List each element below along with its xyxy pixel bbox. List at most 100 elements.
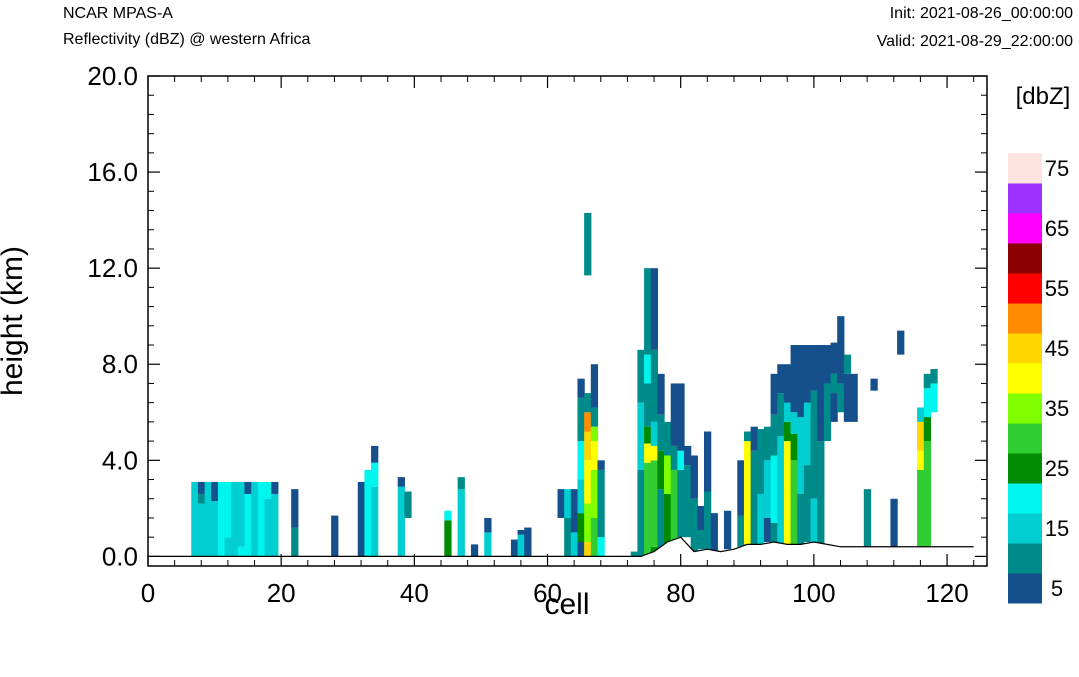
reflectivity-cell xyxy=(677,469,685,538)
reflectivity-cell xyxy=(923,417,932,442)
reflectivity-cell xyxy=(517,534,525,557)
reflectivity-cell xyxy=(244,481,252,494)
colorbar-label: 25 xyxy=(1045,456,1069,481)
reflectivity-cell xyxy=(251,481,259,557)
reflectivity-cell xyxy=(750,450,758,545)
reflectivity-cell xyxy=(590,426,599,442)
reflectivity-cell xyxy=(750,426,758,451)
reflectivity-cell xyxy=(404,491,412,518)
reflectivity-cell xyxy=(264,481,272,499)
colorbar-label: 35 xyxy=(1045,396,1069,421)
reflectivity-cell xyxy=(644,268,652,355)
reflectivity-cell xyxy=(697,505,705,530)
reflectivity-cell xyxy=(790,433,798,461)
reflectivity-cell xyxy=(650,445,658,461)
reflectivity-cell xyxy=(650,268,658,350)
reflectivity-cell xyxy=(757,493,765,545)
reflectivity-cell xyxy=(291,527,299,557)
reflectivity-cell xyxy=(670,445,678,470)
reflectivity-cell xyxy=(763,426,772,461)
colorbar-label: 65 xyxy=(1045,216,1069,241)
colorbar-swatch xyxy=(1008,483,1042,514)
reflectivity-cell xyxy=(197,493,206,504)
reflectivity-cell xyxy=(271,493,279,557)
y-axis-ticks: 0.0 4.0 8.0 12.0 16.0 20.0 xyxy=(87,61,987,571)
reflectivity-cell xyxy=(690,498,698,552)
colorbar-swatch xyxy=(1008,543,1042,574)
reflectivity-cell xyxy=(271,481,279,494)
reflectivity-cell xyxy=(557,489,565,518)
reflectivity-cell xyxy=(670,383,678,446)
reflectivity-cell xyxy=(371,486,379,557)
reflectivity-cell xyxy=(577,397,585,442)
reflectivity-cell xyxy=(837,383,845,413)
reflectivity-cell xyxy=(590,407,599,427)
reflectivity-cell xyxy=(737,460,745,516)
colorbar-swatch xyxy=(1008,213,1042,244)
reflectivity-cell xyxy=(371,445,379,463)
reflectivity-cell xyxy=(664,421,672,456)
reflectivity-cell xyxy=(657,489,665,557)
reflectivity-cell xyxy=(777,436,785,545)
reflectivity-cell xyxy=(743,431,752,442)
reflectivity-cell xyxy=(371,462,379,487)
reflectivity-cell xyxy=(923,441,932,547)
colorbar-swatch xyxy=(1008,423,1042,454)
reflectivity-cell xyxy=(783,402,792,422)
reflectivity-cell xyxy=(584,431,592,461)
reflectivity-cell xyxy=(331,515,339,557)
reflectivity-cell xyxy=(790,345,798,413)
reflectivity-cell xyxy=(684,465,692,538)
y-tick-label: 16.0 xyxy=(87,157,138,187)
reflectivity-cell xyxy=(657,373,665,415)
colorbar-swatch xyxy=(1008,303,1042,334)
reflectivity-cell xyxy=(737,515,745,547)
reflectivity-cell xyxy=(644,443,652,463)
reflectivity-cell xyxy=(630,551,639,557)
terrain-mask xyxy=(148,537,974,566)
x-tick-label: 60 xyxy=(533,578,562,608)
reflectivity-cell xyxy=(197,481,206,494)
reflectivity-cell xyxy=(590,441,599,470)
reflectivity-cell xyxy=(637,469,645,557)
reflectivity-cell xyxy=(817,441,825,545)
reflectivity-cell xyxy=(264,498,272,557)
reflectivity-cell xyxy=(897,330,905,355)
reflectivity-cell xyxy=(524,527,532,557)
reflectivity-cell xyxy=(770,455,778,523)
x-tick-label: 120 xyxy=(925,578,968,608)
reflectivity-cell xyxy=(397,477,405,487)
y-tick-label: 12.0 xyxy=(87,253,138,283)
reflectivity-cell xyxy=(803,402,812,466)
reflectivity-cell xyxy=(917,450,925,470)
reflectivity-cell xyxy=(797,417,805,494)
reflectivity-cell xyxy=(590,469,599,518)
colorbar-label: 15 xyxy=(1045,516,1069,541)
reflectivity-cell xyxy=(770,414,778,456)
reflectivity-cell xyxy=(770,373,778,415)
init-time: Init: 2021-08-26_00:00:00 xyxy=(890,5,1073,22)
reflectivity-cell xyxy=(930,369,938,384)
reflectivity-cell xyxy=(763,517,772,542)
reflectivity-cell xyxy=(677,383,685,451)
terrain-layer xyxy=(148,536,974,566)
reflectivity-cell xyxy=(810,345,818,391)
x-tick-label: 20 xyxy=(267,578,296,608)
reflectivity-cell xyxy=(830,373,838,394)
colorbar-swatch xyxy=(1008,363,1042,394)
reflectivity-cell xyxy=(690,455,698,499)
reflectivity-cell xyxy=(470,544,479,557)
reflectivity-cell xyxy=(810,390,818,499)
reflectivity-cell xyxy=(584,412,592,432)
reflectivity-cell xyxy=(850,373,858,422)
reflectivity-cell xyxy=(584,541,592,557)
y-tick-label: 8.0 xyxy=(102,349,138,379)
reflectivity-cell xyxy=(584,503,592,542)
reflectivity-cell xyxy=(637,402,645,470)
reflectivity-cell xyxy=(930,383,938,413)
reflectivity-cell xyxy=(743,441,752,545)
reflectivity-cell xyxy=(564,517,572,557)
reflectivity-cell xyxy=(577,441,585,480)
reflectivity-cell xyxy=(644,426,652,444)
